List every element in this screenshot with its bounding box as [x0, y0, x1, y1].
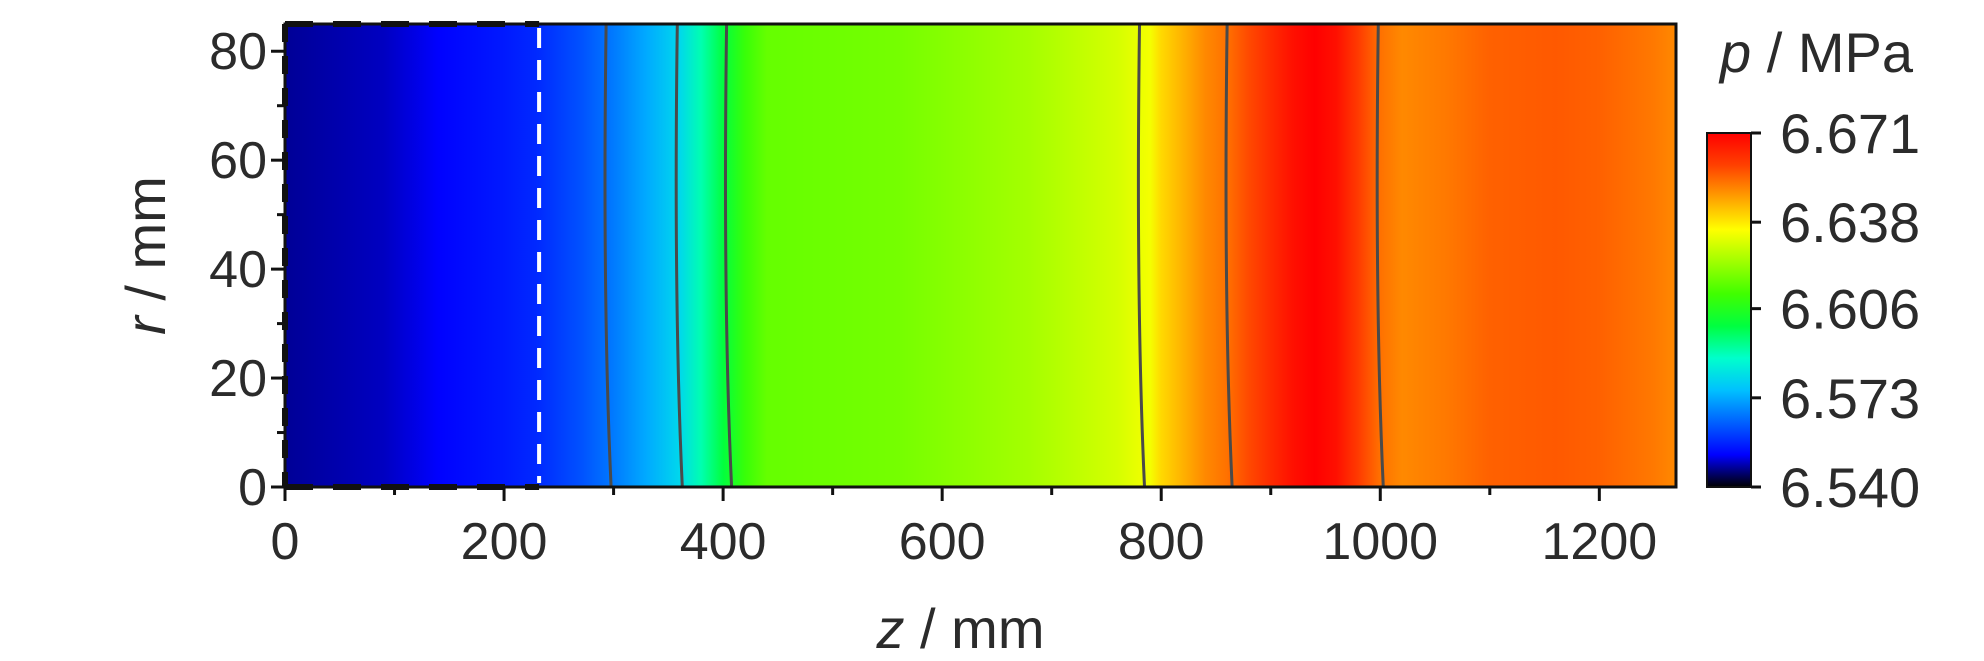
y-axis: 0 20 40 60 80 — [209, 23, 285, 517]
isoline — [723, 23, 734, 488]
x-tick-label: 400 — [680, 513, 767, 571]
colorbar — [1706, 132, 1752, 488]
colorbar-tick-label: 6.671 — [1780, 102, 1920, 165]
y-axis-unit: / mm — [114, 176, 177, 316]
x-axis-unit: / mm — [905, 597, 1045, 660]
colorbar-title: p / MPa — [1718, 21, 1914, 84]
isoline — [674, 23, 684, 488]
colorbar-tick-label: 6.540 — [1780, 456, 1920, 519]
y-axis-label: r / mm — [114, 176, 177, 335]
colorbar-tick-label: 6.573 — [1780, 367, 1920, 430]
x-axis-label: z / mm — [876, 597, 1045, 660]
pressure-field — [285, 24, 1676, 487]
x-axis-variable: z — [876, 597, 905, 660]
x-tick-label: 1000 — [1322, 513, 1438, 571]
y-tick-label: 40 — [209, 241, 267, 299]
colorbar-variable: p — [1718, 21, 1751, 84]
y-axis-variable: r — [114, 314, 177, 335]
x-tick-label: 200 — [461, 513, 548, 571]
colorbar-tick-label: 6.606 — [1780, 278, 1920, 341]
x-tick-label: 600 — [899, 513, 986, 571]
colorbar-ticks: 6.540 6.573 6.606 6.638 6.671 — [1751, 102, 1920, 519]
x-axis: 0 200 400 600 800 1000 1200 — [271, 485, 1676, 571]
colorbar-tick-label: 6.638 — [1780, 191, 1920, 254]
x-tick-label: 1200 — [1541, 513, 1657, 571]
isoline — [1224, 23, 1234, 488]
y-tick-label: 60 — [209, 132, 267, 190]
y-tick-label: 20 — [209, 350, 267, 408]
x-tick-label: 800 — [1118, 513, 1205, 571]
colorbar-unit: / MPa — [1751, 21, 1914, 84]
y-tick-label: 80 — [209, 23, 267, 81]
isolines — [603, 23, 1385, 488]
isoline — [603, 23, 613, 488]
x-tick-label: 0 — [271, 513, 300, 571]
isoline — [1136, 23, 1147, 488]
isoline — [1375, 23, 1385, 488]
y-tick-label: 0 — [238, 459, 267, 517]
